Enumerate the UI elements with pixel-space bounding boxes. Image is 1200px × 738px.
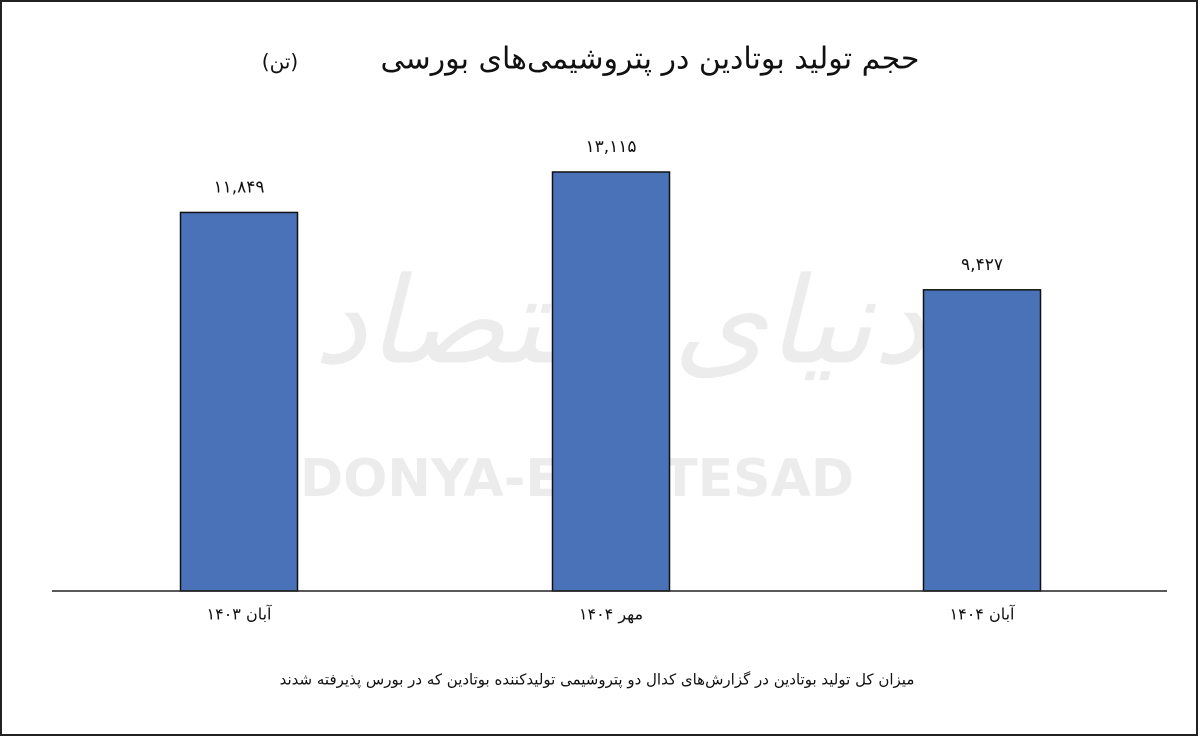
value-label: ۱۳,۱۱۵ (585, 137, 636, 157)
x-tick-label: آبان ۱۴۰۴ (950, 605, 1017, 624)
x-tick-label: مهر ۱۴۰۴ (579, 605, 643, 625)
bar (179, 211, 299, 592)
footnote: میزان کل تولید بوتادین در گزارش‌های کدال… (280, 671, 915, 690)
value-label: ۹,۴۲۷ (961, 255, 1003, 275)
bar (551, 171, 671, 592)
chart-title-unit: (تن) (262, 50, 298, 74)
bar (922, 289, 1042, 592)
x-tick-label: آبان ۱۴۰۳ (207, 605, 274, 624)
chart-title: حجم تولید بوتادین در پتروشیمی‌های بورسی (381, 42, 920, 77)
value-label: ۱۱,۸۴۹ (213, 177, 264, 197)
